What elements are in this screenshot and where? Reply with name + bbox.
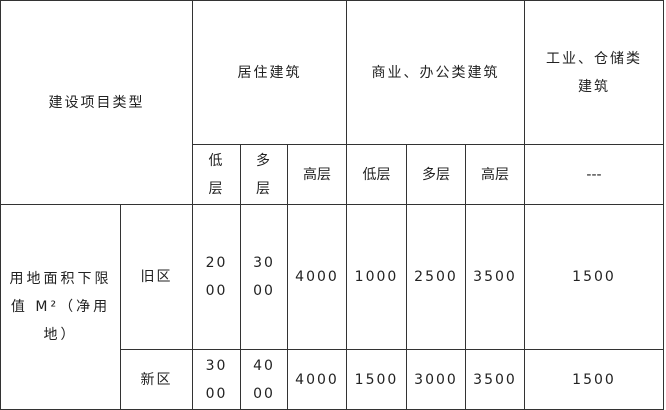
area-text: 旧区 [140, 269, 173, 285]
area-label-old: 旧区 [120, 204, 193, 350]
area-text: 新区 [140, 371, 173, 388]
sub-header-text: 多层 [422, 166, 450, 183]
table-cell: 3000 [240, 204, 288, 350]
cell-value: 3000 [253, 255, 275, 299]
sub-header-text: 低层 [362, 166, 391, 183]
cell-value: 3500 [473, 371, 517, 388]
corner-header: 建设项目类型 [0, 0, 193, 205]
table-cell: 2500 [406, 204, 466, 350]
row-label: 用地面积下限值 M²（净用地） [0, 204, 121, 410]
table-cell: 2000 [192, 204, 241, 350]
sub-header: --- [524, 144, 664, 205]
group-header-text: 工业、仓储类建筑 [546, 50, 642, 95]
sub-header-text: 高层 [481, 166, 509, 183]
table-cell: 3000 [192, 349, 241, 410]
cell-value: 3000 [205, 357, 228, 402]
table-cell: 3500 [465, 204, 525, 350]
corner-header-text: 建设项目类型 [48, 94, 145, 111]
table-cell: 3000 [406, 349, 466, 410]
sub-header: 多层 [240, 144, 288, 205]
cell-value: 3000 [414, 371, 458, 388]
table-cell: 1500 [524, 349, 664, 410]
table-cell: 1000 [346, 204, 407, 350]
group-header-text: 居住建筑 [237, 64, 302, 81]
cell-value: 1500 [572, 269, 616, 285]
group-header-text: 商业、办公类建筑 [371, 64, 500, 81]
cell-value: 1500 [572, 371, 616, 388]
sub-header: 高层 [287, 144, 347, 205]
sub-header: 多层 [406, 144, 466, 205]
table-cell: 4000 [240, 349, 288, 410]
cell-value: 2500 [414, 269, 458, 285]
table-cell: 4000 [287, 204, 347, 350]
group-header-industrial: 工业、仓储类建筑 [524, 0, 664, 145]
cell-value: 4000 [295, 371, 339, 388]
sub-header-text: 低层 [208, 152, 225, 197]
sub-header-text: 多层 [256, 152, 272, 197]
cell-value: 4000 [295, 269, 339, 285]
table-cell: 3500 [465, 349, 525, 410]
cell-value: 2000 [205, 255, 228, 299]
area-label-new: 新区 [120, 349, 193, 410]
sub-header: 低层 [346, 144, 407, 205]
row-label-text: 用地面积下限值 M²（净用地） [9, 271, 112, 343]
cell-value: 1000 [354, 269, 399, 285]
cell-value: 4000 [253, 357, 275, 402]
cell-value: 3500 [473, 269, 517, 285]
table-cell: 4000 [287, 349, 347, 410]
sub-header: 低层 [192, 144, 241, 205]
sub-header-text: --- [586, 166, 602, 183]
table-cell: 1500 [524, 204, 664, 350]
sub-header: 高层 [465, 144, 525, 205]
table-cell: 1500 [346, 349, 407, 410]
sub-header-text: 高层 [303, 166, 331, 183]
group-header-commercial: 商业、办公类建筑 [346, 0, 525, 145]
cell-value: 1500 [354, 371, 399, 388]
group-header-residential: 居住建筑 [192, 0, 347, 145]
